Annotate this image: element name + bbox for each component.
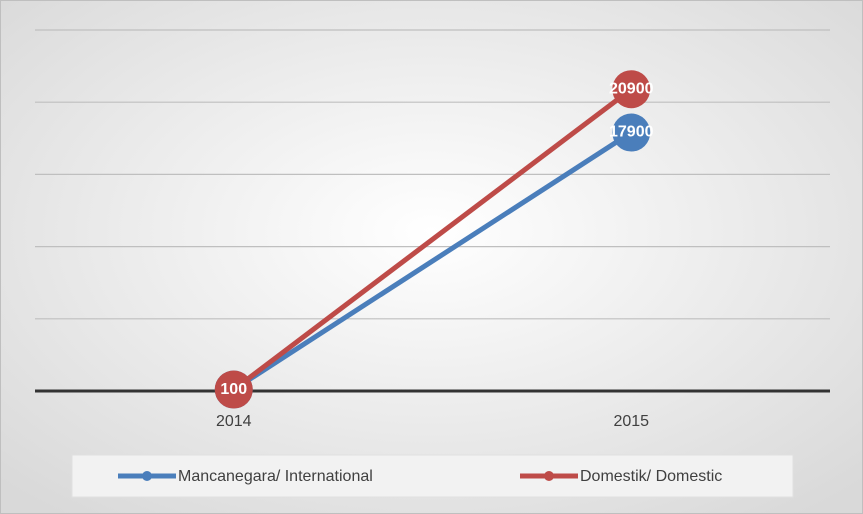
marker: [214, 370, 253, 409]
legend-label: Domestik/ Domestic: [580, 468, 722, 485]
series-line: [232, 87, 633, 392]
data-label: 20900: [609, 80, 654, 97]
marker: [612, 113, 651, 152]
x-tick-label: 2014: [216, 413, 252, 430]
series-line: [232, 130, 633, 392]
x-tick-label: 2015: [613, 413, 649, 430]
legend-marker: [544, 471, 554, 481]
data-label: 17900: [609, 124, 654, 141]
legend-label: Mancanegara/ International: [178, 468, 373, 485]
legend-box: [71, 454, 794, 498]
legend-marker: [142, 471, 152, 481]
data-label: 100: [220, 381, 247, 398]
marker: [612, 70, 651, 109]
